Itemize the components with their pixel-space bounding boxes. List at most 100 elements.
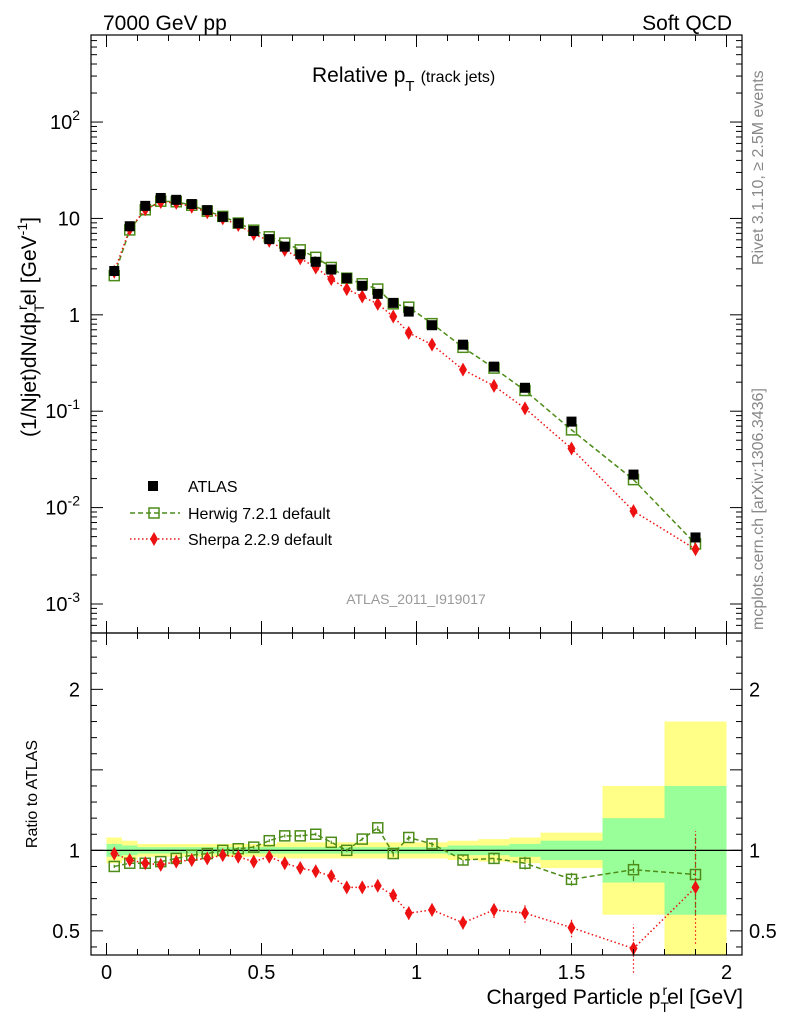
ratio-y-tick-label: 1: [69, 840, 80, 862]
main-point-atlas: [202, 205, 213, 216]
main-point-sherpa: [691, 542, 700, 557]
header-left: 7000 GeV pp: [103, 12, 227, 35]
header-right: Soft QCD: [642, 12, 732, 35]
x-tick-label: 1: [411, 962, 422, 984]
ratio-point-sherpa: [218, 848, 227, 863]
xlabel-a: Charged Particle p: [486, 986, 660, 1009]
main-point-sherpa: [521, 401, 529, 416]
ratio-point-herwig: [403, 831, 415, 844]
axes-group: 0 0.5 1 1.5 2 10-3 10-2 10-1 1 10 102 0.5 0.5 1 1 2 2: [45, 34, 777, 984]
ratio-point-herwig: [248, 841, 260, 853]
ratio-panel-content: [91, 721, 742, 955]
main-y-label: (1/Njet)dN/dpTrel [GeV-1]: [14, 217, 47, 437]
ratio-point-sherpa: [234, 849, 243, 864]
ratio-point-sherpa: [327, 869, 336, 884]
main-point-atlas: [427, 320, 437, 331]
ratio-point-herwig: [627, 863, 640, 876]
x-tick-label: 0.5: [248, 962, 276, 984]
x-tick-label: 0: [101, 962, 112, 984]
ratio-point-sherpa: [311, 864, 320, 879]
ratio-point-sherpa: [249, 854, 258, 869]
main-point-atlas: [388, 297, 399, 308]
ratio-point-sherpa: [459, 915, 467, 930]
main-point-atlas: [310, 256, 321, 267]
ratio-point-sherpa: [358, 880, 367, 895]
ratio-point-herwig: [519, 857, 531, 869]
y-tick-label: 10: [58, 208, 80, 230]
y-tick-label: 1: [69, 305, 80, 327]
ratio-point-herwig: [263, 834, 275, 847]
y-tick-label: 10-3: [45, 589, 80, 616]
ratio-point-herwig: [488, 852, 500, 865]
mcplots-label: mcplots.cern.ch [arXiv:1306.3436]: [750, 388, 767, 630]
ratio-point-sherpa: [373, 878, 382, 893]
ratio-point-sherpa: [265, 849, 274, 864]
main-point-sherpa: [428, 337, 436, 352]
ratio-point-sherpa: [521, 906, 529, 921]
ratio-point-herwig: [565, 873, 578, 886]
main-point-atlas: [489, 361, 499, 372]
ratio-point-herwig: [387, 847, 399, 860]
ratio-y-tick-label-right: 0.5: [749, 921, 777, 943]
x-axis-label: Charged Particle pTrel [GeV]: [486, 982, 743, 1015]
main-point-atlas: [372, 288, 383, 299]
main-point-sherpa: [358, 289, 367, 304]
ratio-point-sherpa: [280, 856, 289, 871]
main-point-sherpa: [342, 282, 351, 297]
ylabel-sup2: -1: [14, 223, 30, 236]
ratio-point-herwig: [325, 836, 337, 849]
main-point-atlas: [279, 241, 290, 252]
xlabel-sub: T: [660, 999, 669, 1015]
y-tick-label: 10-2: [45, 493, 80, 520]
legend-label-herwig: Herwig 7.2.1 default: [188, 506, 331, 523]
main-point-sherpa: [459, 362, 467, 377]
plot-title: Relative pT (track jets): [312, 64, 495, 95]
plot-title-extra: (track jets): [421, 69, 496, 86]
ratio-point-herwig: [372, 822, 384, 834]
ylabel-c: ]: [18, 217, 41, 223]
ratio-point-herwig: [426, 838, 438, 850]
ylabel-a: (1/Njet)dN/dp: [18, 312, 41, 437]
xlabel-b: el [GeV]: [667, 986, 743, 1009]
main-point-sherpa: [490, 378, 498, 393]
ratio-point-sherpa: [141, 856, 150, 871]
main-point-atlas: [295, 249, 306, 260]
main-point-atlas: [124, 221, 135, 232]
ratio-point-sherpa: [404, 906, 413, 921]
ratio-point-sherpa: [567, 920, 576, 935]
ratio-point-herwig: [294, 830, 306, 842]
main-point-atlas: [155, 192, 166, 203]
legend: ATLAS Herwig 7.2.1 default Sherpa 2.2.9 …: [130, 479, 333, 549]
ratio-line-sherpa: [113, 852, 697, 950]
legend-marker-atlas: [148, 481, 158, 491]
ratio-point-sherpa: [296, 861, 305, 876]
ratio-point-sherpa: [172, 854, 181, 869]
main-point-atlas: [458, 339, 468, 350]
main-point-atlas: [217, 211, 228, 222]
ratio-y-tick-label-right: 1: [749, 840, 760, 862]
main-series-group: [108, 192, 702, 557]
main-point-atlas: [520, 382, 530, 393]
legend-marker-sherpa: [150, 532, 158, 546]
ylabel-sup: r: [14, 305, 30, 310]
ratio-point-sherpa: [342, 880, 351, 895]
main-point-sherpa: [327, 272, 336, 287]
y-tick-label: 10-1: [45, 396, 80, 423]
ratio-series-group: [108, 822, 702, 973]
main-point-atlas: [140, 200, 151, 211]
ratio-point-herwig: [457, 854, 469, 866]
ratio-y-tick-label-right: 2: [749, 679, 760, 701]
ratio-point-herwig: [356, 833, 368, 845]
x-tick-label: 2: [721, 962, 732, 984]
ratio-point-sherpa: [389, 888, 398, 903]
xlabel-sup: r: [662, 982, 667, 998]
main-point-sherpa: [629, 504, 638, 519]
ylabel-sub: T: [31, 303, 47, 312]
main-point-atlas: [248, 226, 259, 237]
main-point-atlas: [171, 194, 182, 205]
main-point-sherpa: [567, 441, 576, 456]
main-point-atlas: [357, 280, 368, 291]
main-point-atlas: [186, 199, 197, 210]
ratio-point-sherpa: [203, 851, 212, 866]
main-point-sherpa: [373, 296, 382, 311]
